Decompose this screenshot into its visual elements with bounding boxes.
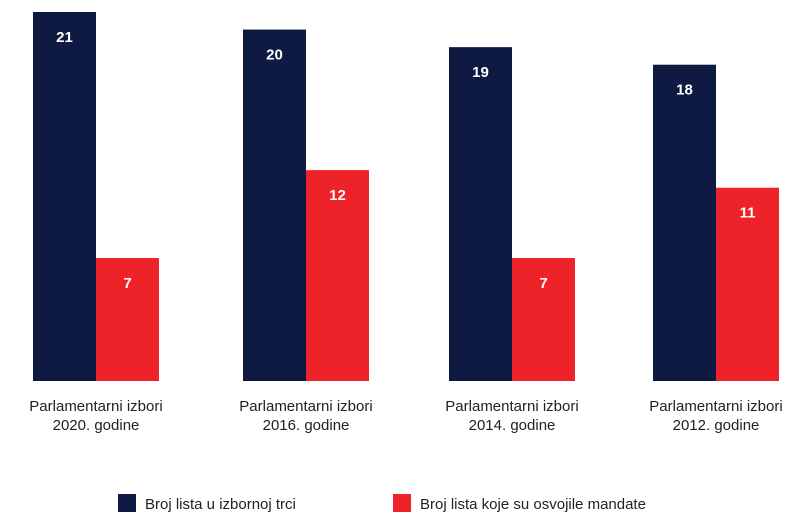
x-tick-label: Parlamentarni izbori 2014. godine [445,398,578,434]
x-tick-label: Parlamentarni izbori 2020. godine [29,398,162,434]
bar [449,47,512,382]
legend-swatch [118,494,136,512]
legend-swatch [393,494,411,512]
x-tick-label: Parlamentarni izbori 2012. godine [649,398,782,434]
bar [512,258,575,381]
bar [96,258,159,381]
value-label: 7 [123,275,131,292]
value-label: 21 [56,29,73,46]
value-label: 19 [472,64,489,81]
value-label: 12 [329,187,346,204]
bar [243,29,306,381]
legend-label: Broj lista u izbornoj trci [145,496,296,512]
bar [306,170,369,381]
x-tick-label: Parlamentarni izbori 2016. godine [239,398,372,434]
bar [33,12,96,381]
bar [653,64,716,381]
value-label: 11 [740,205,756,222]
value-label: 18 [676,82,693,99]
legend-label: Broj lista koje su osvojile mandate [420,496,646,512]
bar [716,187,779,381]
value-label: 7 [539,275,547,292]
value-label: 20 [266,47,283,64]
